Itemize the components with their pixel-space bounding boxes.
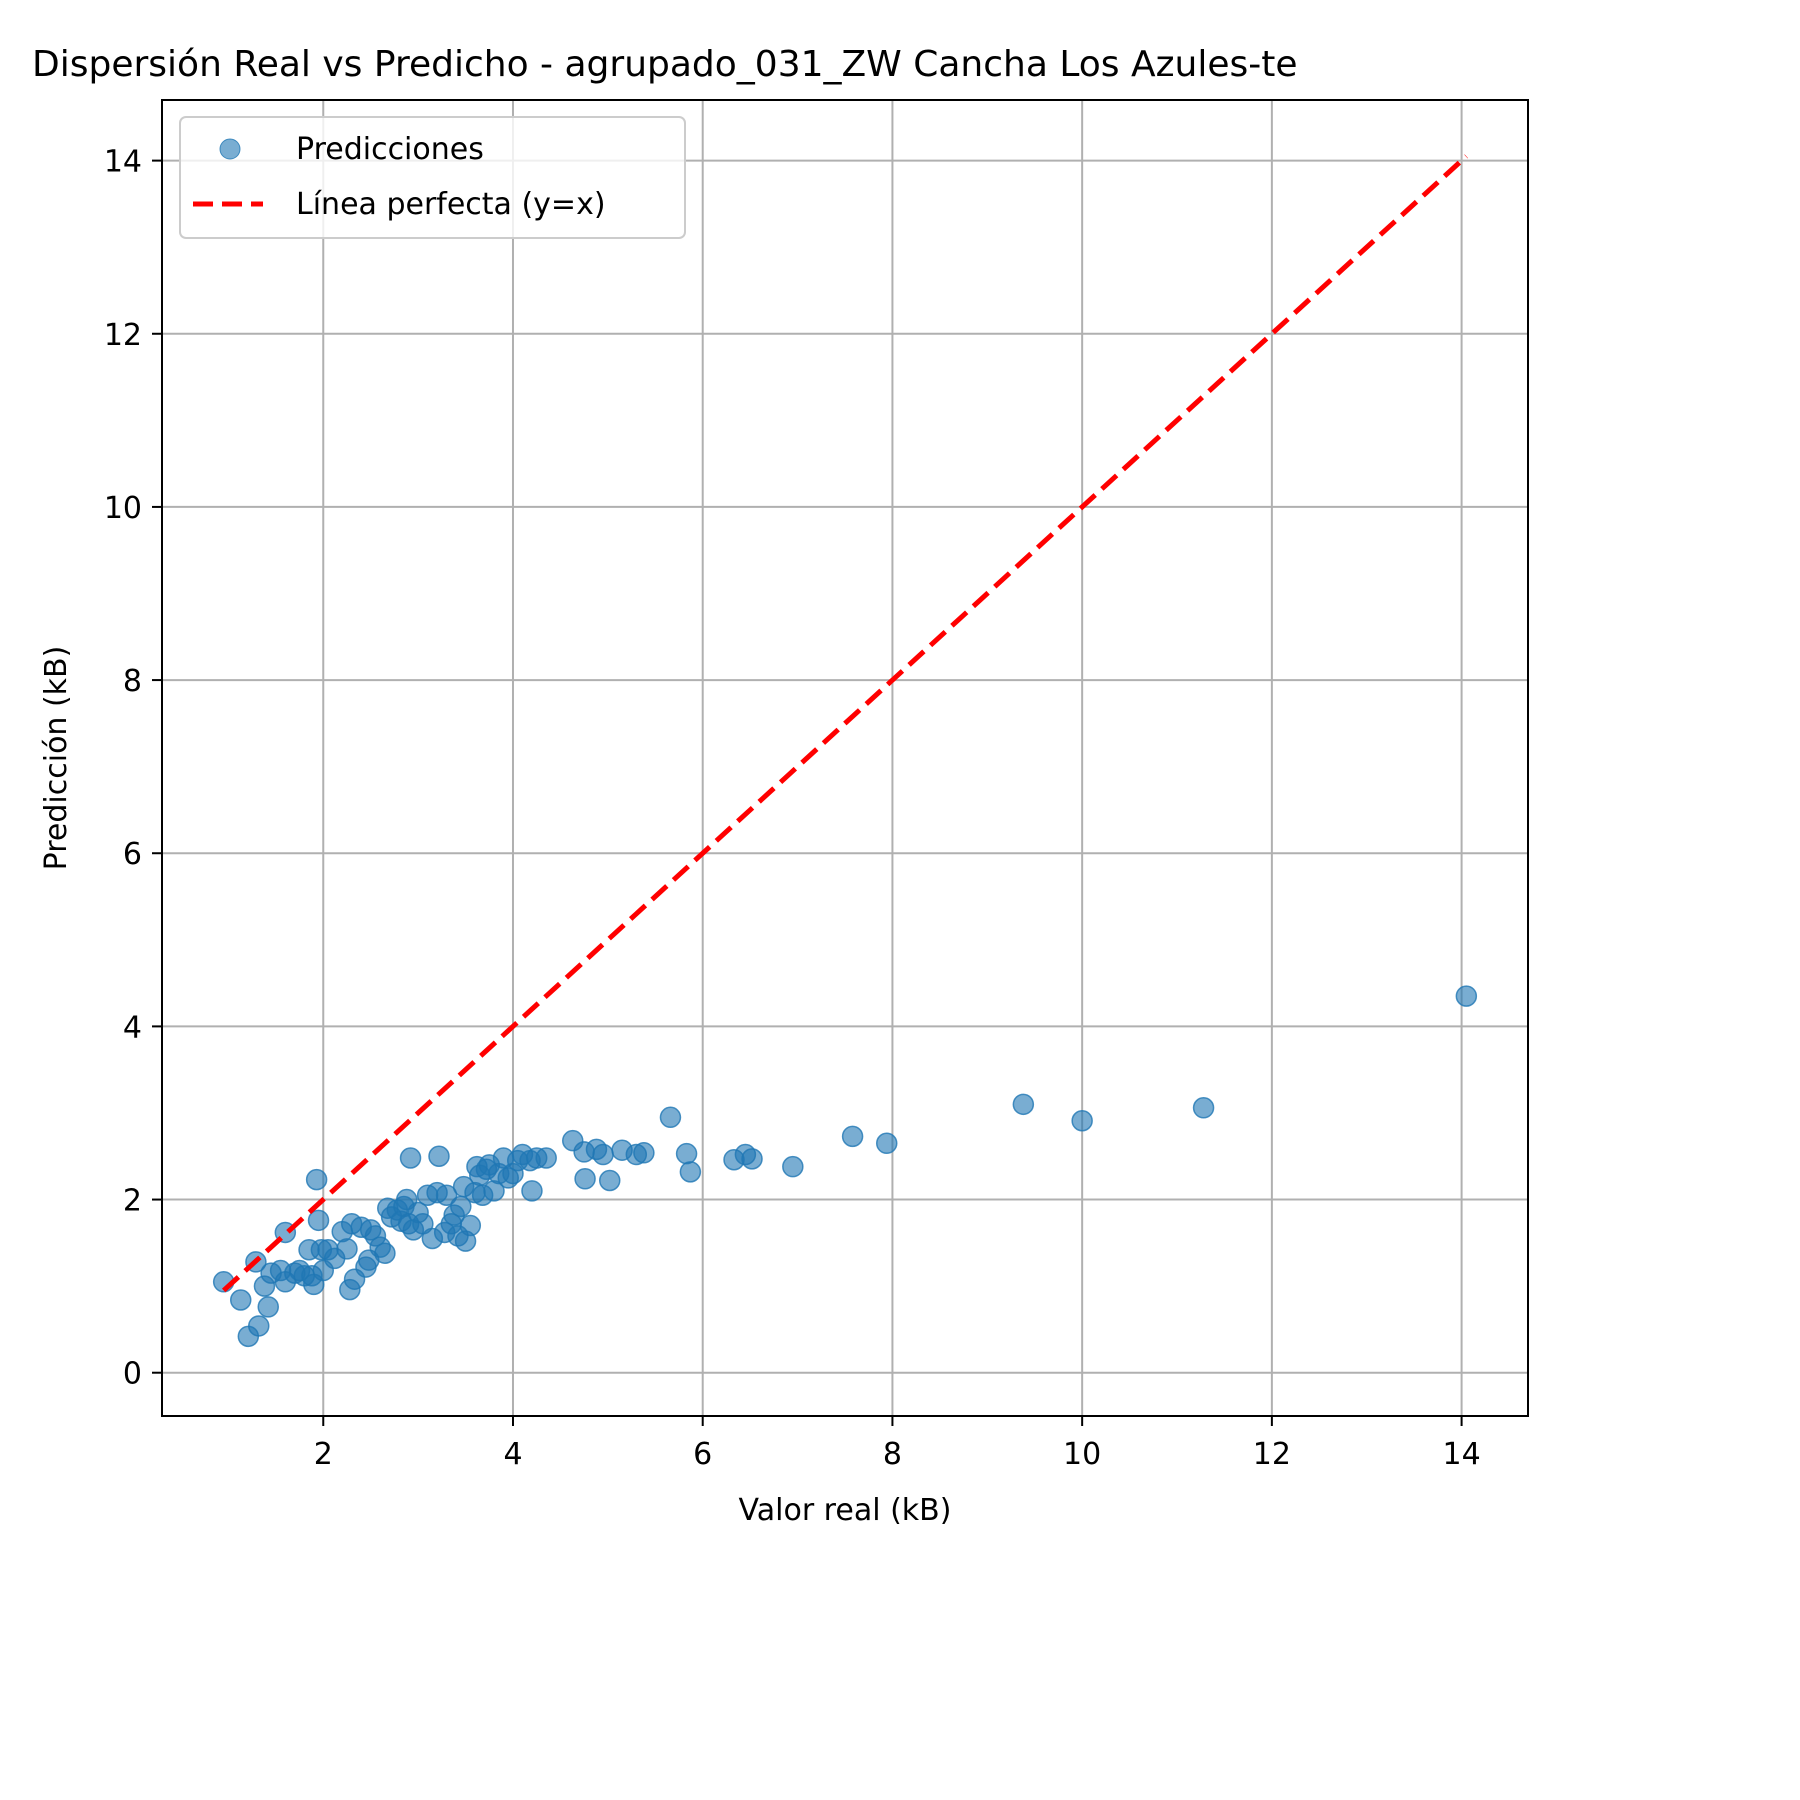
plot-frame — [161, 99, 1529, 1417]
x-tick-label: 8 — [883, 1437, 902, 1472]
data-point — [782, 1155, 804, 1178]
data-point — [399, 1147, 422, 1169]
data-point — [592, 1143, 614, 1166]
data-point — [574, 1168, 596, 1190]
data-point — [675, 1142, 698, 1165]
x-tick-label: 2 — [314, 1437, 333, 1472]
data-point — [841, 1125, 864, 1148]
data-point — [374, 1242, 396, 1264]
data-point — [875, 1132, 898, 1155]
scatter-chart: Dispersión Real vs Predicho - agrupado_0… — [32, 44, 1529, 1528]
data-point — [428, 1145, 450, 1168]
reference-line-group — [221, 154, 1469, 1293]
x-tick-label: 14 — [1443, 1437, 1481, 1472]
chart-title: Dispersión Real vs Predicho - agrupado_0… — [32, 44, 1297, 85]
y-axis-label: Predicción (kB) — [39, 646, 74, 871]
y-tick-label: 10 — [104, 491, 142, 526]
data-point — [248, 1315, 270, 1337]
legend-marker-predicciones — [219, 138, 241, 160]
data-point — [257, 1296, 279, 1318]
legend-label-linea-perfecta: Línea perfecta (y=x) — [296, 187, 606, 222]
y-tick-label: 6 — [123, 837, 142, 872]
x-axis-label: Valor real (kB) — [739, 1493, 952, 1528]
x-tick-label: 12 — [1253, 1437, 1291, 1472]
data-point — [633, 1142, 655, 1164]
data-point — [1071, 1110, 1093, 1132]
data-point — [307, 1209, 330, 1232]
data-point — [521, 1180, 543, 1202]
data-point — [598, 1169, 621, 1192]
perfect-fit-line — [221, 154, 1469, 1293]
y-tick-label: 8 — [123, 664, 142, 699]
data-point — [1455, 985, 1478, 1007]
y-tick-label: 0 — [123, 1357, 142, 1392]
legend-label-predicciones: Predicciones — [296, 132, 484, 167]
y-tick-label: 12 — [104, 318, 142, 353]
data-point — [741, 1148, 763, 1170]
y-tick-label: 4 — [123, 1010, 142, 1045]
x-tick-label: 4 — [503, 1437, 522, 1472]
x-tick-label: 6 — [693, 1437, 712, 1472]
data-point — [336, 1238, 358, 1260]
y-tick-label: 14 — [104, 145, 142, 180]
data-point — [459, 1214, 482, 1237]
data-point — [1192, 1097, 1215, 1119]
axis-ticks: 2 4 6 8 10 12 14 0 2 4 6 8 10 12 14 — [104, 145, 1481, 1472]
legend: Predicciones Línea perfecta (y=x) — [179, 116, 686, 239]
data-point — [659, 1106, 682, 1129]
data-point — [305, 1168, 328, 1191]
data-point — [229, 1289, 252, 1311]
data-point — [679, 1161, 702, 1183]
data-point — [1012, 1093, 1035, 1116]
x-tick-label: 10 — [1063, 1437, 1101, 1472]
y-tick-label: 2 — [123, 1184, 142, 1219]
data-point — [435, 1184, 458, 1206]
scatter-points — [212, 985, 1478, 1348]
legend-box — [179, 116, 686, 239]
data-point — [535, 1147, 557, 1169]
